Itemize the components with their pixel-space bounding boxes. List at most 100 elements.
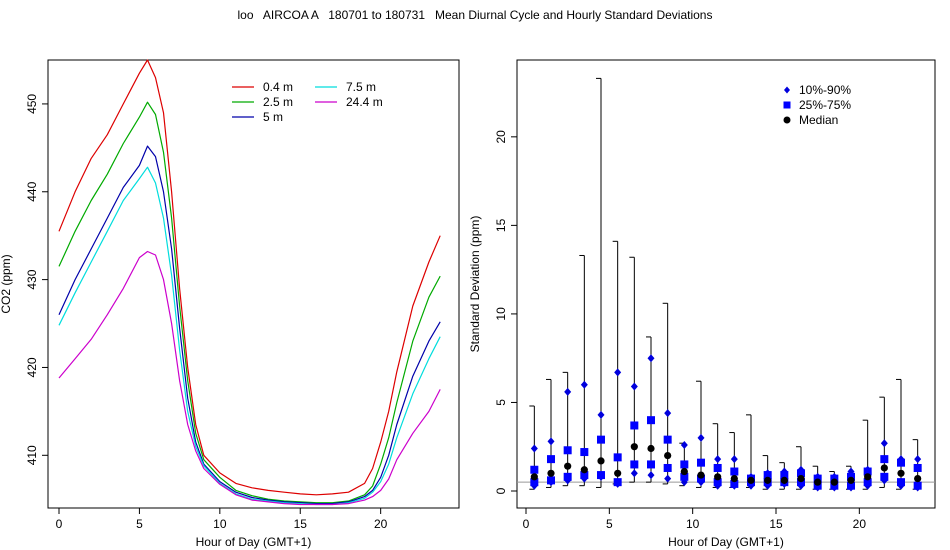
p25-p75-square-point xyxy=(880,455,889,464)
p10-p90-diamond-point xyxy=(680,440,688,449)
right-y-tick-label: 15 xyxy=(494,218,508,232)
left-plot-frame xyxy=(47,59,460,509)
legend-entry-label: Median xyxy=(799,113,838,127)
right-y-tick-label: 5 xyxy=(494,399,508,406)
p25-p75-square-point xyxy=(713,478,722,487)
median-point xyxy=(580,466,588,474)
legend-circle-marker xyxy=(783,116,791,124)
right-y-axis-label: Standard Deviation (ppm) xyxy=(468,216,482,353)
median-point xyxy=(914,475,922,483)
p25-p75-square-point xyxy=(663,435,672,444)
median-point xyxy=(547,469,555,477)
left-y-tick-label: 410 xyxy=(25,445,39,465)
p10-p90-diamond-point xyxy=(530,444,538,453)
p25-p75-square-point xyxy=(630,460,639,469)
p25-p75-square-point xyxy=(797,469,805,478)
p25-p75-square-point xyxy=(880,472,889,481)
right-x-tick-label: 10 xyxy=(686,517,700,531)
legend-entry-label: 7.5 m xyxy=(346,80,376,94)
left-x-tick-label: 15 xyxy=(294,517,308,531)
p25-p75-square-point xyxy=(913,481,922,490)
chart-main-title: loo AIRCOA A 180701 to 180731 Mean Diurn… xyxy=(237,8,713,22)
left-x-axis-label: Hour of Day (GMT+1) xyxy=(196,535,312,549)
p10-p90-diamond-point xyxy=(714,455,722,464)
median-point xyxy=(814,478,822,486)
legend-diamond-marker xyxy=(784,86,790,94)
p25-p75-square-point xyxy=(913,463,922,472)
p25-p75-square-point xyxy=(680,460,689,469)
p25-p75-square-point xyxy=(563,472,572,481)
co2-series-line xyxy=(58,250,441,506)
p10-p90-diamond-point xyxy=(647,471,655,480)
right-x-tick-label: 15 xyxy=(769,517,783,531)
p25-p75-square-point xyxy=(630,421,639,430)
left-x-tick-label: 0 xyxy=(56,517,63,531)
legend-entry-label: 10%-90% xyxy=(799,83,851,97)
median-point xyxy=(880,464,888,472)
p10-p90-diamond-point xyxy=(547,437,555,446)
p10-p90-diamond-point xyxy=(614,368,622,377)
p25-p75-square-point xyxy=(847,481,855,490)
left-y-tick-label: 420 xyxy=(25,357,39,377)
p10-p90-diamond-point xyxy=(664,409,672,418)
p25-p75-square-point xyxy=(530,478,539,487)
legend-entry-label: 25%-75% xyxy=(799,98,851,112)
right-x-tick-label: 20 xyxy=(853,517,867,531)
p25-p75-square-point xyxy=(713,463,722,472)
median-point xyxy=(647,444,655,453)
right-plot-frame xyxy=(516,59,936,509)
left-x-tick-label: 10 xyxy=(213,517,227,531)
p25-p75-square-point xyxy=(863,467,872,476)
p25-p75-square-point xyxy=(597,471,605,480)
median-point xyxy=(597,457,605,465)
left-x-tick-label: 5 xyxy=(136,517,143,531)
p10-p90-diamond-point xyxy=(564,387,572,396)
median-point xyxy=(664,451,672,460)
left-x-tick-label: 20 xyxy=(374,517,388,531)
median-point xyxy=(830,478,838,486)
median-point xyxy=(764,476,772,484)
co2-series-line xyxy=(58,59,441,496)
p10-p90-diamond-point xyxy=(914,455,922,464)
legend-square-marker xyxy=(783,101,791,109)
left-y-tick-label: 440 xyxy=(25,181,39,201)
legend-entry-label: 2.5 m xyxy=(263,95,293,109)
p25-p75-square-point xyxy=(763,471,772,480)
median-point xyxy=(564,462,572,470)
right-plot-standard-deviations: 0 5 10 15 20 0 5 10 15 20 Hour of Day (GMT+1) Stand… xyxy=(468,59,936,549)
right-y-tick-label: 0 xyxy=(494,487,508,494)
p10-p90-diamond-point xyxy=(647,354,655,363)
right-x-tick-label: 5 xyxy=(606,517,613,531)
median-point xyxy=(897,469,905,477)
p25-p75-square-point xyxy=(780,471,789,480)
p25-p75-square-point xyxy=(647,460,655,469)
p10-p90-diamond-point xyxy=(730,455,738,464)
p25-p75-square-point xyxy=(730,467,739,476)
p10-p90-diamond-point xyxy=(630,469,638,478)
p10-p90-diamond-point xyxy=(697,433,705,442)
left-y-tick-label: 450 xyxy=(25,94,39,114)
median-point xyxy=(864,473,872,481)
median-point xyxy=(747,476,755,484)
p25-p75-square-point xyxy=(697,458,705,467)
left-y-tick-label: 430 xyxy=(25,269,39,289)
p25-p75-square-point xyxy=(530,465,539,474)
p25-p75-square-point xyxy=(730,479,739,488)
p25-p75-square-point xyxy=(580,448,589,457)
p25-p75-square-point xyxy=(663,463,672,472)
p25-p75-square-point xyxy=(547,455,555,464)
p25-p75-square-point xyxy=(647,416,655,425)
median-point xyxy=(680,467,688,476)
p25-p75-square-point xyxy=(680,472,689,481)
p25-p75-square-point xyxy=(597,435,605,444)
right-x-axis-label: Hour of Day (GMT+1) xyxy=(668,535,784,549)
median-point xyxy=(730,475,738,483)
p25-p75-square-point xyxy=(897,478,905,487)
right-y-tick-label: 10 xyxy=(494,307,508,321)
median-point xyxy=(630,443,638,451)
p10-p90-diamond-point xyxy=(630,382,638,391)
co2-series-line xyxy=(58,145,441,505)
p25-p75-square-point xyxy=(613,478,622,487)
median-point xyxy=(847,476,855,484)
